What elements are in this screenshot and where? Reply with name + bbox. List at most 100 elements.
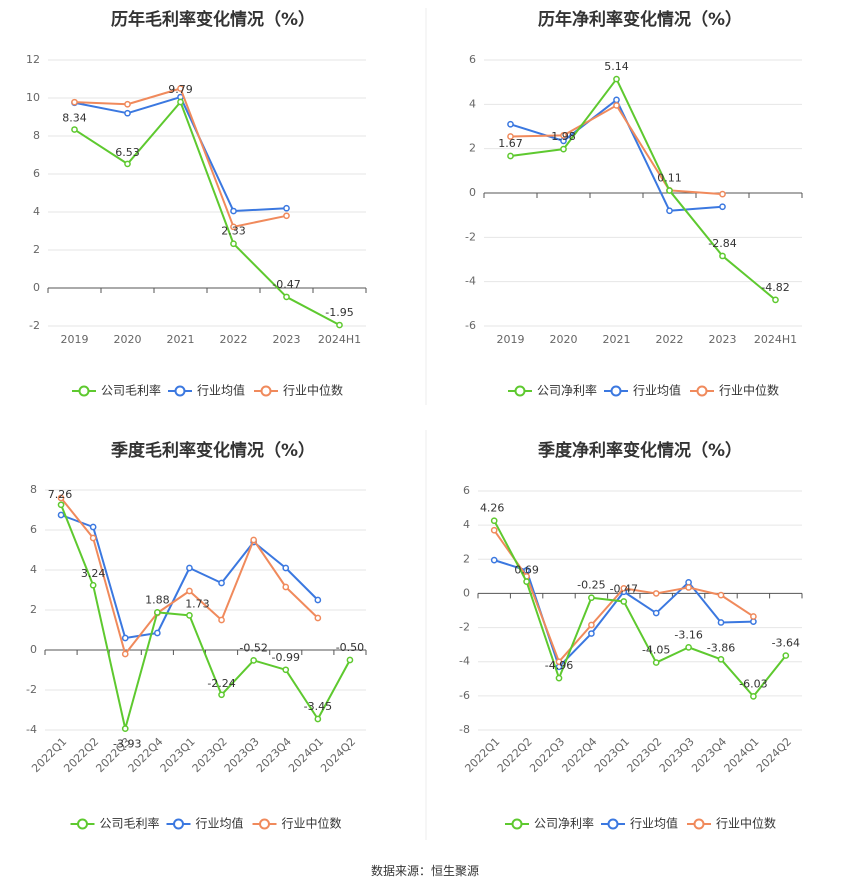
y-tick-label: 8 [30,483,37,496]
legend-label: 行业中位数 [719,383,779,398]
data-point [560,145,567,153]
x-tick-label: 2024Q1 [722,735,762,775]
data-point [490,556,498,564]
data-point [218,579,225,587]
y-tick-label: 2 [33,243,40,256]
legend-label: 行业中位数 [282,816,342,831]
data-label: -3.64 [772,637,800,650]
series-line-industry-median [510,104,723,196]
chart-panel-1: 历年毛利率变化情况（%） -2 0 2 4 6 8 10 12 2019 2020 2021 2022 2… [26,9,367,398]
data-point [314,614,322,622]
legend-item[interactable]: 行业均值 [168,383,245,398]
data-point [507,152,514,160]
legend-item[interactable]: 行业均值 [604,383,681,398]
chart-title: 季度毛利率变化情况（%） [111,440,315,461]
chart-title: 季度净利率变化情况（%） [538,440,742,461]
legend-label: 行业均值 [630,816,678,831]
legend-label: 公司毛利率 [101,383,161,398]
data-label: 1.98 [551,130,576,143]
y-tick-label: 12 [26,53,40,66]
legend-marker [260,385,272,397]
data-point [89,534,97,542]
x-tick-label: 2024Q2 [318,735,358,775]
data-point [613,102,620,109]
chart-panel-2: 历年净利率变化情况（%） -6 -4 -2 0 2 4 6 2019 2020 2021 2022 20… [465,9,803,398]
legend-item[interactable]: 公司毛利率 [70,816,160,831]
data-point [230,207,237,215]
x-tick-label: 2019 [497,333,525,346]
data-point [346,656,354,664]
x-tick-label: 2024Q2 [754,735,794,775]
data-point [523,567,530,574]
legend-item[interactable]: 公司毛利率 [72,383,161,398]
legend-item[interactable]: 行业均值 [601,816,678,831]
y-tick-label: -2 [26,683,37,696]
data-point [507,133,514,140]
legend-item[interactable]: 行业均值 [166,816,244,831]
data-point [717,655,725,663]
data-label: -2.24 [207,677,235,690]
data-point [750,693,757,700]
data-label: -6.03 [739,677,767,690]
legend-label: 行业均值 [197,383,245,398]
legend-label: 公司净利率 [534,816,594,831]
data-point [250,536,257,544]
data-label: 0.69 [514,564,539,577]
data-label: 9.79 [168,83,193,96]
data-label: 2.33 [221,225,246,238]
source-note: 数据来源：恒生聚源 [371,863,479,878]
legend-item[interactable]: 行业中位数 [252,816,342,831]
data-point [314,715,322,723]
data-point [523,578,530,585]
data-label: -3.93 [113,738,141,751]
data-label: 7.26 [48,488,73,501]
series-line-company [493,520,787,698]
data-point [57,501,65,509]
series-line-company [510,78,777,301]
data-point [652,609,660,617]
data-point [588,621,595,629]
data-point [282,666,290,674]
legend-item[interactable]: 行业中位数 [690,383,779,398]
chart-panel-4: 季度净利率变化情况（%）-8-6-4-202462022Q12022Q22022… [459,440,803,831]
x-tick-label: 2023 [273,333,301,346]
x-tick-label: 2022Q4 [560,735,600,775]
y-tick-label: -4 [26,723,37,736]
y-tick-label: -2 [29,319,40,332]
data-point [124,100,131,108]
data-point [750,613,757,620]
legend-item[interactable]: 行业中位数 [687,816,776,831]
data-point [57,494,65,502]
data-point [666,207,673,215]
y-tick-label: 2 [30,603,37,616]
data-point [490,517,498,525]
y-tick-label: 2 [469,142,476,155]
legend-label: 行业中位数 [283,383,343,398]
data-point [719,190,726,198]
data-point [685,644,692,651]
data-point [560,132,567,139]
data-point [186,564,193,572]
data-point [124,160,131,168]
legend-label: 公司毛利率 [100,816,160,831]
legend-item[interactable]: 公司净利率 [508,383,597,398]
data-label: -4.05 [642,644,670,657]
y-tick-label: 6 [30,523,37,536]
x-tick-label: 2024H1 [754,333,797,346]
data-point [218,616,225,624]
chart-panel-3: 季度毛利率变化情况（%）-4-2024682022Q12022Q22022Q32… [26,440,367,831]
data-point [250,657,257,664]
legend-item[interactable]: 公司净利率 [505,816,594,831]
data-point [666,187,673,194]
data-point [772,296,779,304]
y-tick-label: 0 [33,281,40,294]
series-line-industry-avg [510,98,723,212]
data-label: 0.11 [657,172,682,185]
y-tick-label: 4 [469,97,476,110]
y-tick-label: -4 [459,655,470,668]
data-point [177,98,184,106]
x-tick-label: 2022Q1 [462,735,502,775]
legend-item[interactable]: 行业中位数 [254,383,343,398]
legend-marker [511,818,523,830]
